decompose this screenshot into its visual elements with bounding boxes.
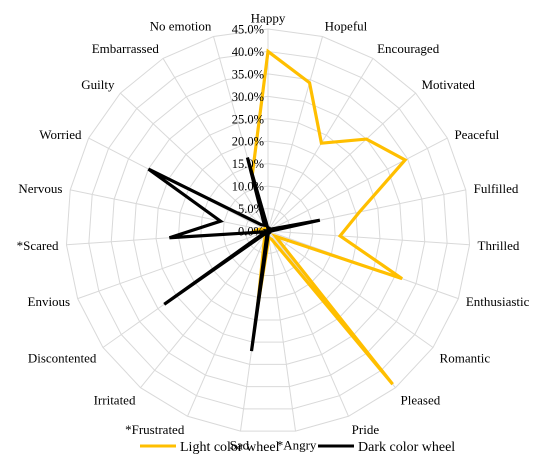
category-label: *Frustrated	[125, 422, 185, 437]
grid-ring	[88, 50, 448, 410]
legend-label-light: Light color wheel	[180, 440, 280, 455]
spoke-line	[267, 92, 416, 232]
spoke-line	[267, 230, 470, 246]
radial-tick-label: 30.0%	[232, 90, 264, 104]
legend-label-dark: Dark color wheel	[358, 440, 455, 455]
spoke-line	[267, 230, 297, 432]
grid-ring	[200, 163, 336, 299]
spoke-line	[267, 230, 349, 417]
spoke-line	[140, 230, 269, 389]
radial-tick-label: 15.0%	[232, 157, 264, 171]
radial-tick-label: 40.0%	[232, 45, 264, 59]
category-label: Hopeful	[325, 18, 368, 33]
category-label: *Scared	[17, 238, 59, 253]
category-label: Worried	[39, 127, 82, 142]
category-label: Nervous	[18, 181, 62, 196]
spoke-line	[70, 189, 269, 232]
series-line-dark	[147, 157, 321, 352]
spoke-line	[267, 36, 323, 232]
category-label: Encouraged	[377, 41, 440, 56]
spoke-line	[120, 92, 269, 232]
category-label: Sad	[230, 438, 250, 453]
series-lines	[147, 48, 408, 386]
grid-ring	[110, 73, 426, 388]
grid-ring	[155, 118, 381, 343]
radial-tick-label: 20.0%	[232, 135, 264, 149]
radial-tick-label: 0.0%	[238, 225, 264, 239]
spoke-line	[187, 230, 269, 417]
spoke-line	[77, 230, 269, 300]
radial-tick-label: 35.0%	[232, 67, 264, 81]
category-labels: Happy Hopeful Encouraged Motivated Peaceful F…	[17, 11, 530, 453]
category-label: *Angry	[277, 438, 317, 453]
radial-tick-label: 25.0%	[232, 112, 264, 126]
category-label: Irritated	[94, 392, 136, 407]
radial-tick-label: 5.0%	[238, 202, 264, 216]
category-label: Happy	[251, 11, 286, 26]
spoke-line	[267, 230, 434, 348]
legend: Light color wheel Dark color wheel	[140, 440, 455, 455]
grid-ring	[65, 28, 471, 432]
category-label: Envious	[28, 294, 71, 309]
legend-item-dark: Dark color wheel	[318, 440, 455, 455]
category-label: Thrilled	[478, 238, 520, 253]
category-label: Embarrassed	[92, 41, 160, 56]
grid-ring	[133, 95, 403, 365]
category-label: Romantic	[440, 351, 491, 366]
category-label: Motivated	[421, 77, 475, 92]
grid-ring	[177, 140, 359, 321]
legend-item-light: Light color wheel	[140, 440, 280, 455]
spoke-line	[162, 58, 269, 232]
radial-tick-label: 10.0%	[232, 180, 264, 194]
category-label: Enthusiastic	[466, 294, 530, 309]
spoke-line	[267, 137, 448, 232]
grid	[65, 28, 471, 432]
category-label: No emotion	[150, 18, 212, 33]
category-label: Discontented	[28, 351, 97, 366]
category-label: Peaceful	[454, 127, 499, 142]
category-label: Guilty	[81, 77, 115, 92]
radial-tick-label: 45.0%	[232, 23, 264, 37]
category-label: Fulfilled	[474, 181, 519, 196]
radial-tick-labels: 0.0% 5.0% 10.0% 15.0% 20.0% 25.0% 30.0% 35.0% 40…	[232, 23, 264, 239]
series-line-light	[250, 48, 408, 386]
category-label: Pleased	[401, 392, 441, 407]
category-label: Pride	[352, 422, 380, 437]
